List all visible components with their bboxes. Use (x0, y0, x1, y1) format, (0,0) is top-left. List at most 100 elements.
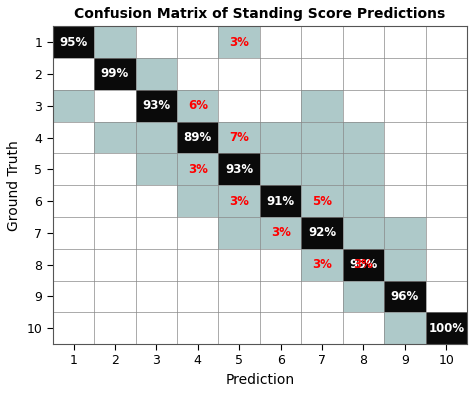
Bar (301, 58, 343, 90)
Bar (53, 185, 94, 217)
Bar (260, 90, 301, 122)
Text: 3%: 3% (354, 258, 374, 271)
Bar (94, 312, 136, 344)
Bar (426, 26, 467, 58)
Bar (219, 249, 260, 281)
Bar (260, 249, 301, 281)
Bar (343, 26, 384, 58)
Bar (426, 281, 467, 312)
Text: 3%: 3% (229, 36, 249, 49)
Bar (384, 122, 426, 153)
Bar (301, 153, 343, 185)
Bar (260, 217, 301, 249)
Bar (219, 217, 260, 249)
Bar (219, 122, 260, 153)
Bar (177, 153, 219, 185)
Bar (136, 26, 177, 58)
Text: 89%: 89% (183, 131, 212, 144)
Bar (94, 26, 136, 58)
Text: 93%: 93% (142, 99, 171, 112)
Bar (384, 58, 426, 90)
Bar (136, 249, 177, 281)
Bar (384, 217, 426, 249)
Bar (426, 217, 467, 249)
Bar (94, 58, 136, 90)
Text: 99%: 99% (101, 67, 129, 80)
Bar (426, 90, 467, 122)
Bar (301, 281, 343, 312)
Bar (301, 312, 343, 344)
Bar (343, 185, 384, 217)
Bar (219, 153, 260, 185)
Bar (53, 122, 94, 153)
Bar (343, 312, 384, 344)
Bar (219, 185, 260, 217)
Bar (426, 249, 467, 281)
Bar (426, 58, 467, 90)
Text: 95%: 95% (59, 36, 88, 49)
Bar (343, 58, 384, 90)
Bar (260, 281, 301, 312)
Bar (94, 281, 136, 312)
Bar (53, 281, 94, 312)
Bar (177, 249, 219, 281)
Bar (219, 58, 260, 90)
Bar (301, 185, 343, 217)
Bar (301, 90, 343, 122)
Bar (177, 312, 219, 344)
Bar (260, 58, 301, 90)
Bar (260, 122, 301, 153)
Bar (343, 249, 384, 281)
Text: 3%: 3% (229, 195, 249, 208)
Bar (219, 26, 260, 58)
Bar (343, 153, 384, 185)
Bar (53, 217, 94, 249)
Title: Confusion Matrix of Standing Score Predictions: Confusion Matrix of Standing Score Predi… (74, 7, 446, 21)
Y-axis label: Ground Truth: Ground Truth (7, 140, 21, 230)
Text: 3%: 3% (271, 226, 291, 239)
Text: 93%: 93% (225, 163, 253, 176)
Bar (343, 217, 384, 249)
Bar (53, 312, 94, 344)
Text: 100%: 100% (428, 322, 465, 335)
Bar (384, 249, 426, 281)
Bar (136, 122, 177, 153)
Bar (219, 312, 260, 344)
X-axis label: Prediction: Prediction (225, 373, 294, 387)
Bar (136, 217, 177, 249)
Bar (136, 281, 177, 312)
Text: 96%: 96% (391, 290, 419, 303)
Bar (94, 217, 136, 249)
Bar (94, 122, 136, 153)
Bar (260, 185, 301, 217)
Bar (260, 312, 301, 344)
Bar (177, 90, 219, 122)
Bar (260, 26, 301, 58)
Bar (177, 217, 219, 249)
Bar (426, 312, 467, 344)
Bar (53, 249, 94, 281)
Bar (53, 153, 94, 185)
Text: 5%: 5% (312, 195, 332, 208)
Bar (384, 281, 426, 312)
Bar (426, 185, 467, 217)
Bar (136, 185, 177, 217)
Bar (384, 312, 426, 344)
Text: 91%: 91% (266, 195, 295, 208)
Text: 6%: 6% (188, 99, 208, 112)
Text: 96%: 96% (349, 258, 378, 271)
Bar (301, 217, 343, 249)
Bar (219, 281, 260, 312)
Bar (426, 153, 467, 185)
Bar (177, 58, 219, 90)
Text: 3%: 3% (188, 163, 208, 176)
Bar (343, 122, 384, 153)
Text: 92%: 92% (308, 226, 336, 239)
Bar (53, 26, 94, 58)
Bar (384, 90, 426, 122)
Bar (384, 185, 426, 217)
Bar (53, 90, 94, 122)
Bar (177, 122, 219, 153)
Bar (94, 90, 136, 122)
Bar (136, 58, 177, 90)
